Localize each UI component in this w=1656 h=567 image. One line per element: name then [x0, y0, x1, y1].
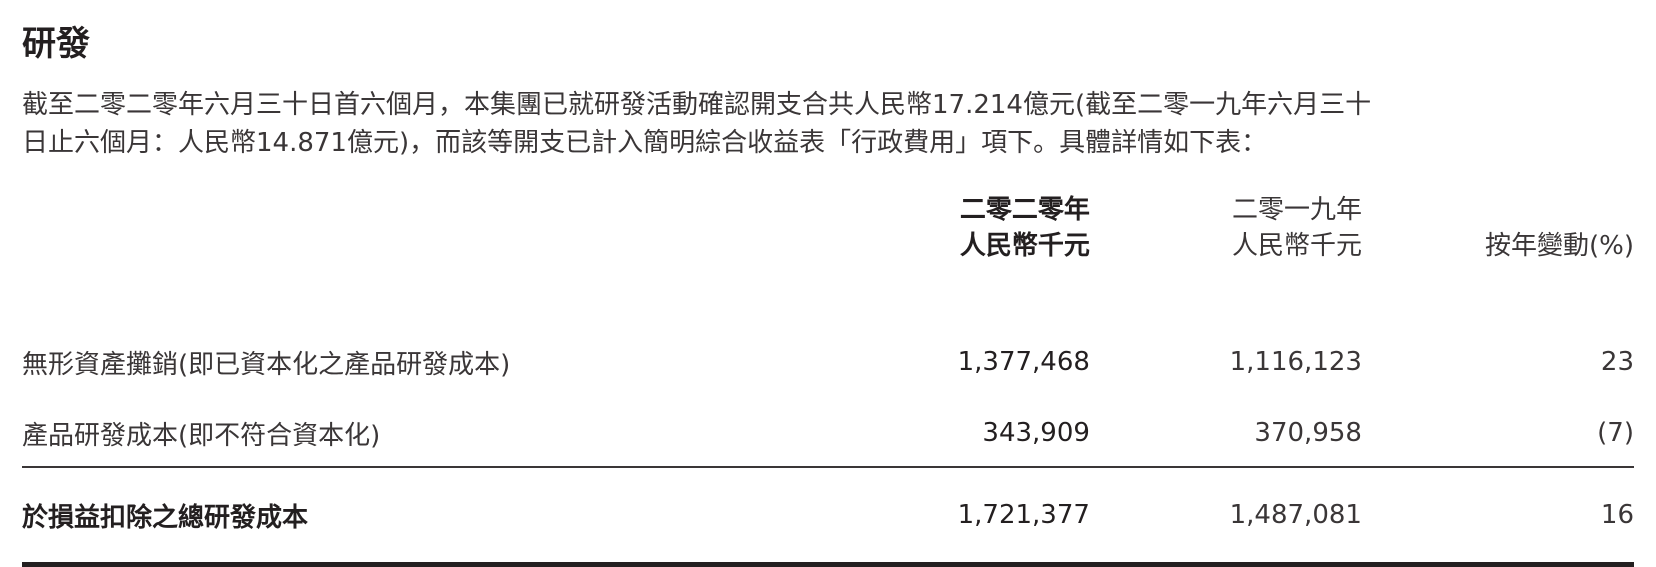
- table-header-row: 二零二零年 人民幣千元 二零一九年 人民幣千元 按年變動(%): [22, 192, 1634, 324]
- header-2019-unit: 人民幣千元: [1231, 231, 1362, 261]
- header-label-blank: [22, 192, 788, 324]
- paragraph-line: 日止六個月：人民幣14.871億元)，而該等開支已計入簡明綜合收益表「行政費用」…: [22, 128, 1268, 158]
- table-row: 產品研發成本(即不符合資本化) 343,909 370,958 (7): [22, 400, 1634, 468]
- table-row: 無形資產攤銷(即已資本化之產品研發成本) 1,377,468 1,116,123…: [22, 324, 1634, 400]
- rd-cost-table: 二零二零年 人民幣千元 二零一九年 人民幣千元 按年變動(%) 無形資產攤銷(即…: [22, 192, 1634, 567]
- total-2020: 1,721,377: [787, 467, 1090, 567]
- header-2019: 二零一九年 人民幣千元: [1090, 192, 1362, 324]
- table-total-row: 於損益扣除之總研發成本 1,721,377 1,487,081 16: [22, 467, 1634, 567]
- header-2019-year: 二零一九年: [1231, 195, 1362, 225]
- header-2020-year: 二零二零年: [959, 195, 1090, 225]
- header-change: 按年變動(%): [1485, 231, 1634, 261]
- value-2020: 1,377,468: [957, 347, 1090, 377]
- value-change: (7): [1361, 400, 1634, 468]
- section-paragraph: 截至二零二零年六月三十日首六個月，本集團已就研發活動確認開支合共人民幣17.21…: [22, 86, 1642, 162]
- header-2020: 二零二零年 人民幣千元: [788, 192, 1090, 324]
- header-2020-unit: 人民幣千元: [959, 231, 1090, 261]
- row-label: 產品研發成本(即不符合資本化): [22, 400, 788, 468]
- paragraph-line: 截至二零二零年六月三十日首六個月，本集團已就研發活動確認開支合共人民幣17.21…: [22, 90, 1372, 120]
- value-2020: 343,909: [787, 400, 1090, 468]
- section-title: 研發: [22, 24, 90, 64]
- value-2019: 370,958: [1089, 400, 1362, 468]
- row-label: 無形資產攤銷(即已資本化之產品研發成本): [22, 349, 511, 380]
- total-change: 16: [1361, 467, 1634, 567]
- total-2019: 1,487,081: [1089, 467, 1362, 567]
- value-change: 23: [1600, 347, 1634, 377]
- total-label: 於損益扣除之總研發成本: [22, 467, 788, 567]
- value-2019: 1,116,123: [1229, 347, 1362, 377]
